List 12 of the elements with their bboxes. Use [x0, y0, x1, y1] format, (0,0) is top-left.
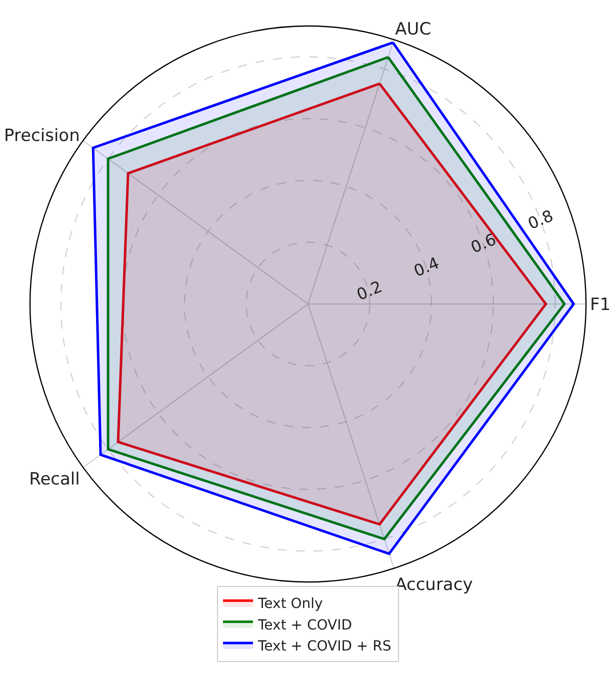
legend-label: Text Only	[257, 596, 323, 612]
y-tick-label: 0.6	[468, 230, 499, 257]
legend-label: Text + COVID	[257, 617, 352, 634]
spoke-label: Precision	[4, 126, 80, 146]
y-tick-label: 0.8	[525, 206, 556, 234]
spoke-label: F1	[590, 294, 611, 315]
spoke-label: Accuracy	[395, 575, 473, 596]
y-tick-label: 0.2	[354, 276, 385, 304]
y-tick-label: 0.4	[410, 253, 442, 281]
spoke-label: AUC	[395, 19, 432, 40]
legend-label: Text + COVID + RS	[257, 638, 392, 654]
spoke-label: Recall	[29, 470, 80, 490]
